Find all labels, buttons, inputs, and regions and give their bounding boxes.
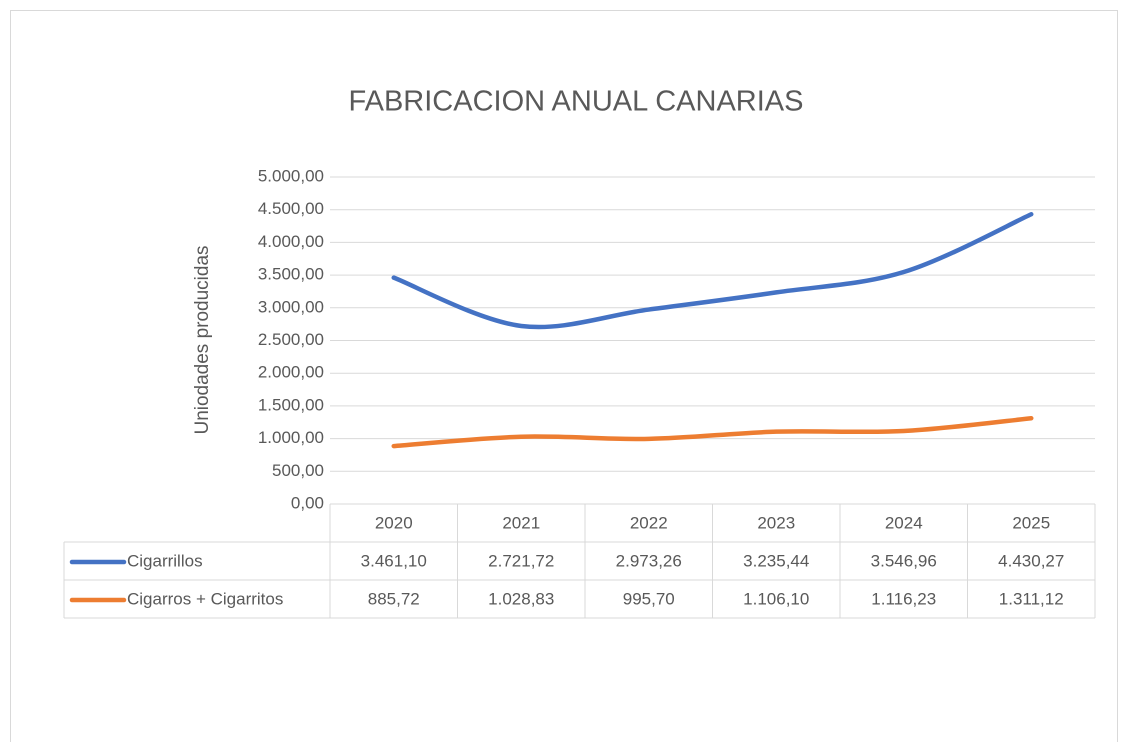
y-tick-label: 3.500,00	[258, 265, 324, 284]
y-tick-label: 5.000,00	[258, 166, 324, 185]
y-tick-label: 4.000,00	[258, 232, 324, 251]
legend-label: Cigarros + Cigarritos	[127, 589, 283, 608]
table-value: 2.721,72	[488, 551, 554, 570]
series-line	[391, 416, 1034, 449]
x-tick-label: 2022	[630, 513, 668, 532]
chart-border	[10, 10, 1118, 742]
y-tick-label: 500,00	[272, 461, 324, 480]
y-tick-label: 1.000,00	[258, 428, 324, 447]
x-tick-label: 2021	[502, 513, 540, 532]
y-tick-label: 2.500,00	[258, 330, 324, 349]
x-tick-label: 2024	[885, 513, 923, 532]
y-tick-label: 1.500,00	[258, 395, 324, 414]
table-value: 1.311,12	[999, 589, 1064, 608]
series-line	[391, 212, 1034, 330]
y-tick-label: 2.000,00	[258, 363, 324, 382]
legend-label: Cigarrillos	[127, 551, 203, 570]
y-tick-label: 4.500,00	[258, 199, 324, 218]
table-value: 1.028,83	[488, 589, 554, 608]
table-value: 885,72	[368, 589, 420, 608]
table-value: 3.546,96	[871, 551, 937, 570]
y-tick-label: 0,00	[291, 493, 324, 512]
table-value: 4.430,27	[998, 551, 1064, 570]
x-tick-label: 2025	[1012, 513, 1050, 532]
table-value: 3.235,44	[743, 551, 809, 570]
y-tick-label: 3.000,00	[258, 297, 324, 316]
y-axis-label: Uniodades producidas	[192, 245, 213, 434]
x-tick-label: 2023	[757, 513, 795, 532]
table-value: 1.106,10	[743, 589, 809, 608]
table-value: 3.461,10	[361, 551, 427, 570]
table-value: 2.973,26	[616, 551, 682, 570]
x-tick-label: 2020	[375, 513, 413, 532]
table-value: 1.116,23	[871, 589, 936, 608]
chart-title: FABRICACION ANUAL CANARIAS	[349, 86, 804, 118]
table-value: 995,70	[623, 589, 675, 608]
